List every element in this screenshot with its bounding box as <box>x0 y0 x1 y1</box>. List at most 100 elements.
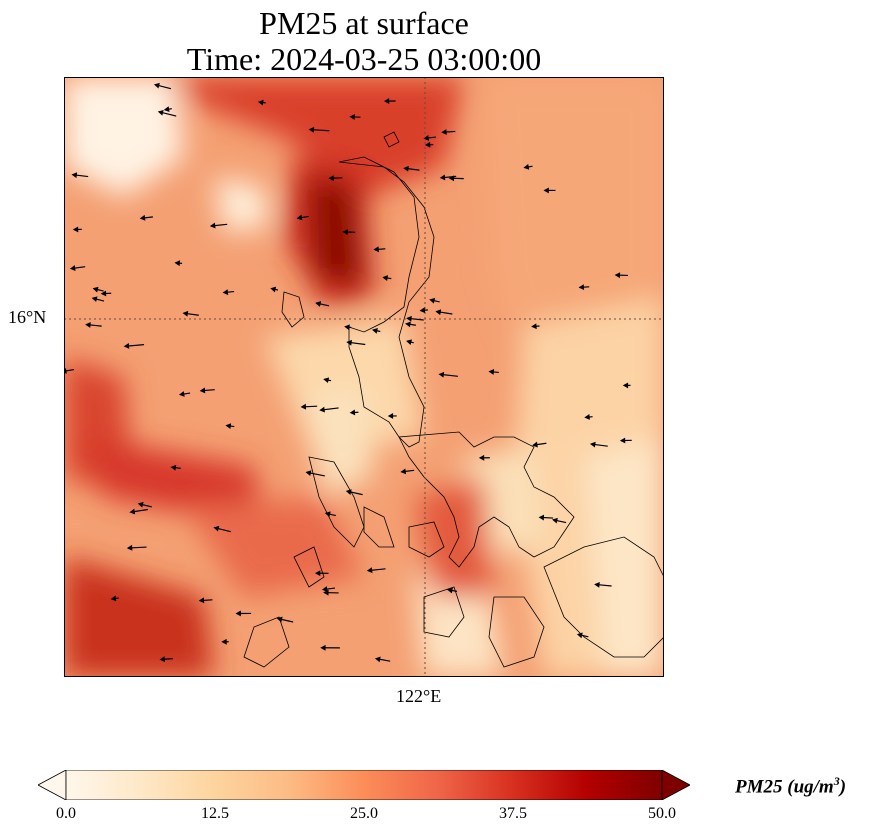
wind-arrow-head <box>523 163 530 170</box>
wind-arrow-head <box>403 165 409 172</box>
colorbar-body <box>65 770 663 800</box>
wind-arrow-head <box>614 272 621 279</box>
wind-arrow-head <box>531 323 537 330</box>
wind-arrow-head <box>209 222 216 229</box>
wind-arrow-head <box>344 324 350 331</box>
wind-arrow-head <box>199 387 206 394</box>
wind-arrow-head <box>159 656 165 663</box>
wind-arrow-head <box>328 175 334 182</box>
wind-arrow-head <box>619 437 626 444</box>
wind-arrow-head <box>235 610 241 617</box>
wind-arrow-head <box>174 260 181 267</box>
wind-arrow-head <box>225 423 232 430</box>
wind-arrow-head <box>69 265 76 271</box>
wind-arrow-head <box>126 544 133 551</box>
wind-arrow-head <box>110 595 117 602</box>
longitude-label: 122°E <box>396 686 442 706</box>
wind-arrow-head <box>441 129 447 135</box>
wind-arrow-head <box>308 126 315 133</box>
wind-arrow-head <box>622 382 629 389</box>
wind-arrow-head <box>296 214 303 221</box>
colorbar-tick: 50.0 <box>648 805 676 822</box>
wind-arrow-head <box>100 290 107 297</box>
wind-arrow-head <box>178 391 185 397</box>
wind-arrow-head <box>447 587 453 594</box>
wind-arrow-head <box>170 464 177 471</box>
wind-arrow-head <box>319 406 325 413</box>
wind-arrow-head <box>315 301 322 307</box>
map-panel <box>64 77 664 677</box>
wind-arrow-head <box>532 441 538 448</box>
wind-arrow-head <box>72 226 79 233</box>
map-time: Time: 2024-03-25 03:00:00 <box>186 41 542 77</box>
wind-arrow-head <box>423 135 430 141</box>
wind-arrow-head <box>400 468 407 475</box>
wind-arrow-head <box>349 114 355 120</box>
wind-arrow-head <box>276 616 283 623</box>
wind-arrow-head <box>406 339 412 346</box>
wind-arrow-head <box>543 187 549 194</box>
wind-arrow-head <box>538 514 545 521</box>
wind-arrow-head <box>314 570 321 577</box>
pm25-field <box>64 77 664 677</box>
wind-arrow-head <box>424 141 431 148</box>
wind-arrow-head <box>91 296 98 303</box>
colorbar-tick: 12.5 <box>201 805 229 822</box>
wind-arrow-head <box>213 525 220 532</box>
wind-arrow-head <box>153 82 160 89</box>
wind-arrow-head <box>419 307 426 314</box>
wind-arrow-head <box>406 315 412 322</box>
wind-arrow-head <box>438 371 445 378</box>
colorbar-tick: 0.0 <box>56 805 76 822</box>
wind-arrow-head <box>71 172 78 179</box>
wind-arrow-head <box>137 501 144 508</box>
wind-arrow-head <box>345 489 352 495</box>
wind-arrow-head <box>270 286 277 293</box>
wind-arrow-head <box>198 597 205 604</box>
wind-arrow-head <box>576 632 583 639</box>
wind-arrow-head <box>383 98 390 105</box>
wind-arrow-head <box>439 174 446 181</box>
coastline <box>243 131 664 668</box>
colorbar-extend-left <box>38 770 67 800</box>
wind-arrow-head <box>129 508 136 515</box>
gridlines <box>64 77 664 677</box>
colorbar <box>38 770 690 800</box>
wind-arrow-head <box>157 109 164 116</box>
wind-arrow-head <box>578 284 585 291</box>
wind-arrow-head <box>488 369 495 375</box>
latitude-label: 16°N <box>8 307 47 327</box>
wind-arrow-head <box>305 470 312 476</box>
map-title: PM25 at surface <box>259 5 469 41</box>
wind-arrow-head <box>321 586 328 592</box>
wind-arrow-head <box>139 214 146 221</box>
wind-arrow-head <box>349 409 356 416</box>
wind-arrow-head <box>374 656 381 663</box>
wind-arrow-head <box>429 297 436 304</box>
wind-arrow-head <box>324 511 331 518</box>
wind-arrow-head <box>346 339 353 346</box>
colorbar-tick: 25.0 <box>350 805 378 822</box>
wind-arrow-head <box>584 414 590 420</box>
wind-arrow-head <box>300 403 307 410</box>
wind-arrow-head <box>163 106 170 113</box>
wind-arrow-head <box>85 322 91 328</box>
wind-arrow-head <box>589 441 596 448</box>
wind-arrow-head <box>257 99 264 106</box>
wind-arrow-head <box>92 286 99 293</box>
wind-arrow-head <box>366 567 373 574</box>
wind-arrow-head <box>342 229 348 235</box>
wind-arrow-head <box>594 581 600 588</box>
wind-arrow-head <box>382 275 389 281</box>
wind-arrow-head <box>387 413 394 419</box>
wind-arrow-head <box>373 246 379 253</box>
wind-arrow-head <box>320 644 326 651</box>
wind-arrow-head <box>123 343 130 349</box>
wind-arrow-head <box>222 289 229 296</box>
wind-arrow-head <box>323 377 330 384</box>
wind-arrow-head <box>182 310 189 317</box>
wind-arrow-head <box>372 327 378 334</box>
wind-arrow-head <box>478 454 485 461</box>
colorbar-unit-label: PM25 (ug/m3) <box>735 774 847 798</box>
colorbar-tick: 37.5 <box>499 805 527 822</box>
